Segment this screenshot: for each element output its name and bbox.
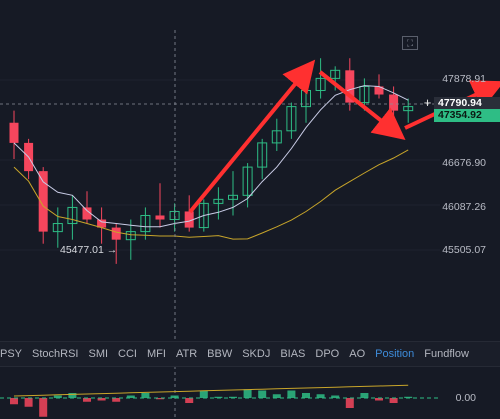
candle-body — [155, 215, 165, 220]
sub-bar — [272, 394, 281, 398]
candle-body — [67, 206, 78, 225]
candle-body — [315, 77, 326, 91]
candle-body — [242, 166, 253, 196]
sub-bar — [39, 398, 48, 417]
sub-bar — [97, 398, 106, 401]
candle-body — [111, 227, 121, 240]
last-price-tag: 47354.92 — [434, 109, 500, 122]
candle-body — [271, 130, 282, 144]
candle-body — [38, 171, 48, 232]
candle-body — [330, 69, 341, 79]
candle-body — [213, 198, 224, 204]
sub-bar — [389, 398, 398, 403]
candle-body — [228, 194, 238, 200]
candle-body — [286, 106, 297, 132]
tab-fundflow[interactable]: Fundflow — [424, 348, 469, 360]
tab-bias[interactable]: BIAS — [280, 348, 306, 360]
arrow-up-1 — [188, 59, 316, 214]
tab-position[interactable]: Position — [375, 348, 415, 360]
sub-bar — [141, 393, 150, 398]
sub-bar — [68, 393, 77, 398]
sub-bar — [229, 396, 237, 398]
sub-indicator-bars — [0, 384, 440, 417]
sub-bar — [170, 395, 179, 398]
candle-body — [359, 85, 370, 104]
sub-bar — [360, 393, 369, 398]
sub-panel-zero-label: 0.00 — [455, 392, 476, 404]
arrow-down — [318, 70, 406, 140]
candle-body — [82, 207, 92, 220]
tab-atr[interactable]: ATR — [175, 348, 198, 360]
sub-bar — [258, 390, 267, 398]
candle-body — [257, 142, 268, 168]
sub-bar — [185, 398, 194, 403]
ma-slow-line — [13, 149, 409, 240]
candle-body — [140, 214, 151, 233]
ma-fast-line — [13, 85, 409, 228]
sub-bar — [375, 398, 383, 401]
sub-signal-line — [13, 384, 409, 397]
tab-ao[interactable]: AO — [349, 348, 366, 360]
min-price-marker: 45477.01 → — [60, 244, 118, 256]
crosshair-price-tag: 47790.94 — [434, 97, 500, 110]
tab-psy[interactable]: PSY — [0, 348, 23, 360]
sub-bar — [199, 390, 208, 398]
candle-body — [198, 202, 209, 229]
sub-bar — [126, 395, 135, 398]
sub-bar — [10, 398, 18, 405]
tab-stochrsi[interactable]: StochRSI — [32, 348, 79, 360]
sub-bar — [156, 398, 164, 400]
tab-cci[interactable]: CCI — [118, 348, 137, 360]
sub-bar — [83, 398, 91, 402]
add-alert-button[interactable]: + — [423, 95, 432, 110]
candle-body — [9, 122, 19, 143]
sub-bar — [316, 394, 325, 398]
candle-body — [184, 211, 194, 228]
price-label-4: 45505.07 — [442, 244, 486, 256]
sub-bar — [214, 396, 223, 398]
tab-mfi[interactable]: MFI — [147, 348, 166, 360]
price-label-2: 46676.90 — [442, 157, 486, 169]
sub-bar — [331, 395, 340, 398]
sub-bar — [287, 390, 296, 398]
tab-skdj[interactable]: SKDJ — [242, 348, 271, 360]
expand-icon[interactable]: ⛶ — [402, 36, 418, 50]
price-label-3: 46087.26 — [442, 201, 486, 213]
sub-bar — [302, 393, 310, 398]
sub-bar — [24, 398, 33, 407]
candle-body — [125, 231, 136, 241]
candle-body — [374, 86, 384, 95]
candle-body — [97, 219, 107, 228]
tab-dpo[interactable]: DPO — [315, 348, 340, 360]
sub-bar — [404, 396, 413, 398]
candle-body — [345, 70, 355, 103]
candle-body — [389, 94, 399, 111]
sub-bar — [112, 398, 121, 402]
sub-bar — [243, 389, 252, 398]
sub-bar — [53, 395, 62, 398]
indicator-tabs: PSY StochRSI SMI CCI MFI ATR BBW SKDJ BI… — [0, 341, 500, 367]
price-label-1: 47878.91 — [442, 73, 486, 85]
sub-bar — [345, 398, 354, 408]
tab-bbw[interactable]: BBW — [207, 348, 233, 360]
candle-body — [52, 223, 63, 233]
tab-smi[interactable]: SMI — [88, 348, 109, 360]
